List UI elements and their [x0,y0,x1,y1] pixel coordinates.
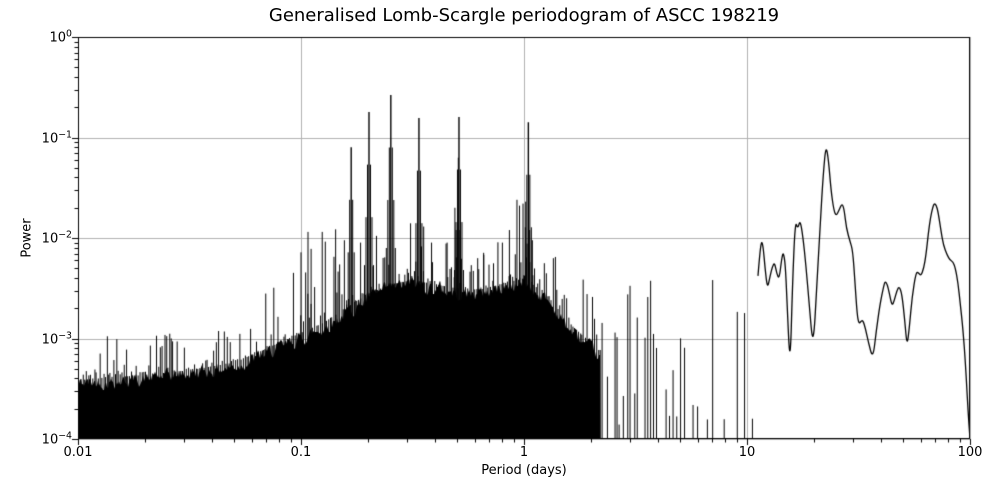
x-tick-label: 0.01 [63,445,93,460]
y-tick-label: 10−4 [41,430,72,448]
x-tick-label: 100 [957,445,983,460]
x-tick-label: 0.1 [290,445,312,460]
y-tick-label: 10−1 [41,128,72,147]
y-tick-label: 10−3 [41,329,72,348]
x-tick-label: 10 [738,445,756,460]
x-axis-label: Period (days) [481,463,567,478]
chart-title: Generalised Lomb-Scargle periodogram of … [268,5,780,26]
y-axis-label-text: Power [19,218,35,258]
y-tick-label: 100 [49,28,73,46]
y-tick-label: 10−2 [41,229,72,247]
x-tick-label: 1 [519,445,529,460]
